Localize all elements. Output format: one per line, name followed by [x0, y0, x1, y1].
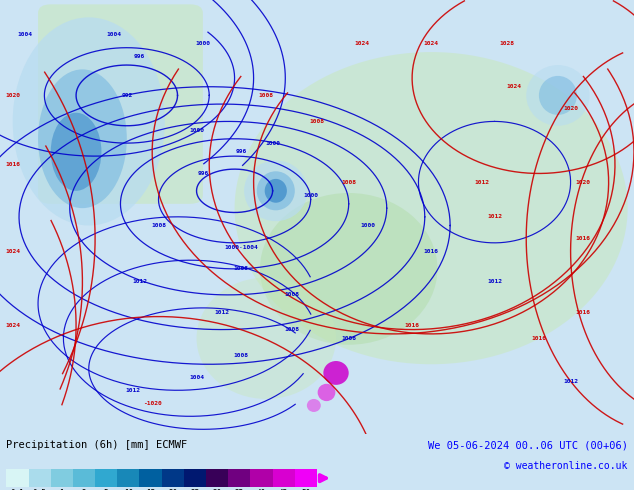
Bar	[295, 469, 317, 487]
Text: 1020: 1020	[5, 93, 20, 98]
Text: 1000: 1000	[195, 41, 210, 46]
Ellipse shape	[307, 399, 321, 412]
Text: -1020: -1020	[143, 401, 162, 406]
Text: 1016: 1016	[576, 310, 591, 315]
Ellipse shape	[235, 52, 628, 364]
Text: 1012: 1012	[132, 279, 147, 284]
Bar	[228, 469, 250, 487]
Text: 1008: 1008	[284, 327, 299, 332]
Ellipse shape	[526, 65, 590, 126]
Text: 1012: 1012	[487, 279, 502, 284]
Text: 1024: 1024	[5, 249, 20, 254]
Ellipse shape	[323, 361, 349, 385]
Text: 1016: 1016	[531, 336, 547, 341]
Bar	[250, 469, 273, 487]
Text: 996: 996	[134, 54, 145, 59]
Text: 996: 996	[235, 149, 247, 154]
Text: 1016: 1016	[576, 236, 591, 241]
Bar	[139, 469, 162, 487]
Text: 1008: 1008	[151, 223, 166, 228]
Text: © weatheronline.co.uk: © weatheronline.co.uk	[504, 461, 628, 471]
Text: 1008: 1008	[233, 267, 249, 271]
Text: 1024: 1024	[424, 41, 439, 46]
Text: Precipitation (6h) [mm] ECMWF: Precipitation (6h) [mm] ECMWF	[6, 441, 188, 450]
Text: 1024: 1024	[5, 323, 20, 328]
Bar	[184, 469, 206, 487]
Text: 1012: 1012	[214, 310, 230, 315]
Text: 1012: 1012	[474, 180, 489, 185]
Text: 996: 996	[197, 171, 209, 176]
FancyBboxPatch shape	[38, 4, 203, 204]
Text: 1008: 1008	[259, 93, 274, 98]
Text: 1008: 1008	[341, 180, 356, 185]
Text: 1012: 1012	[487, 214, 502, 220]
Bar	[73, 469, 95, 487]
Text: 1000·1004: 1000·1004	[224, 245, 258, 250]
Text: We 05-06-2024 00..06 UTC (00+06): We 05-06-2024 00..06 UTC (00+06)	[428, 441, 628, 450]
Text: 1006: 1006	[341, 336, 356, 341]
Bar	[95, 469, 117, 487]
Text: 1008: 1008	[309, 119, 325, 124]
Ellipse shape	[265, 179, 287, 203]
Bar	[273, 469, 295, 487]
Text: 1000: 1000	[303, 193, 318, 197]
Ellipse shape	[318, 384, 335, 401]
Ellipse shape	[13, 17, 165, 225]
Text: 1008: 1008	[284, 293, 299, 297]
Text: 1028: 1028	[500, 41, 515, 46]
Bar	[29, 469, 51, 487]
Bar	[162, 469, 184, 487]
Bar	[206, 469, 228, 487]
Text: 1004: 1004	[189, 375, 204, 380]
Text: 1016: 1016	[404, 323, 420, 328]
Text: 1000: 1000	[360, 223, 375, 228]
Text: 1016: 1016	[5, 162, 20, 167]
Bar	[117, 469, 139, 487]
Text: 1024: 1024	[354, 41, 369, 46]
Bar	[6, 469, 29, 487]
Ellipse shape	[257, 172, 295, 210]
Text: 1008: 1008	[233, 353, 249, 358]
Text: 1004: 1004	[18, 32, 33, 37]
Text: 1000: 1000	[189, 127, 204, 133]
Text: 1000: 1000	[265, 141, 280, 146]
Text: 1020: 1020	[563, 106, 578, 111]
Ellipse shape	[244, 160, 307, 221]
Ellipse shape	[260, 193, 437, 345]
Text: 1004: 1004	[107, 32, 122, 37]
Text: 1016: 1016	[424, 249, 439, 254]
Text: 1012: 1012	[563, 379, 578, 384]
Text: 1024: 1024	[506, 84, 521, 89]
Ellipse shape	[539, 76, 577, 115]
Text: 1020: 1020	[576, 180, 591, 185]
Text: 1012: 1012	[126, 388, 141, 393]
Ellipse shape	[197, 277, 336, 399]
Text: 992: 992	[121, 93, 133, 98]
Ellipse shape	[38, 70, 127, 208]
Bar	[51, 469, 73, 487]
Ellipse shape	[51, 113, 101, 191]
